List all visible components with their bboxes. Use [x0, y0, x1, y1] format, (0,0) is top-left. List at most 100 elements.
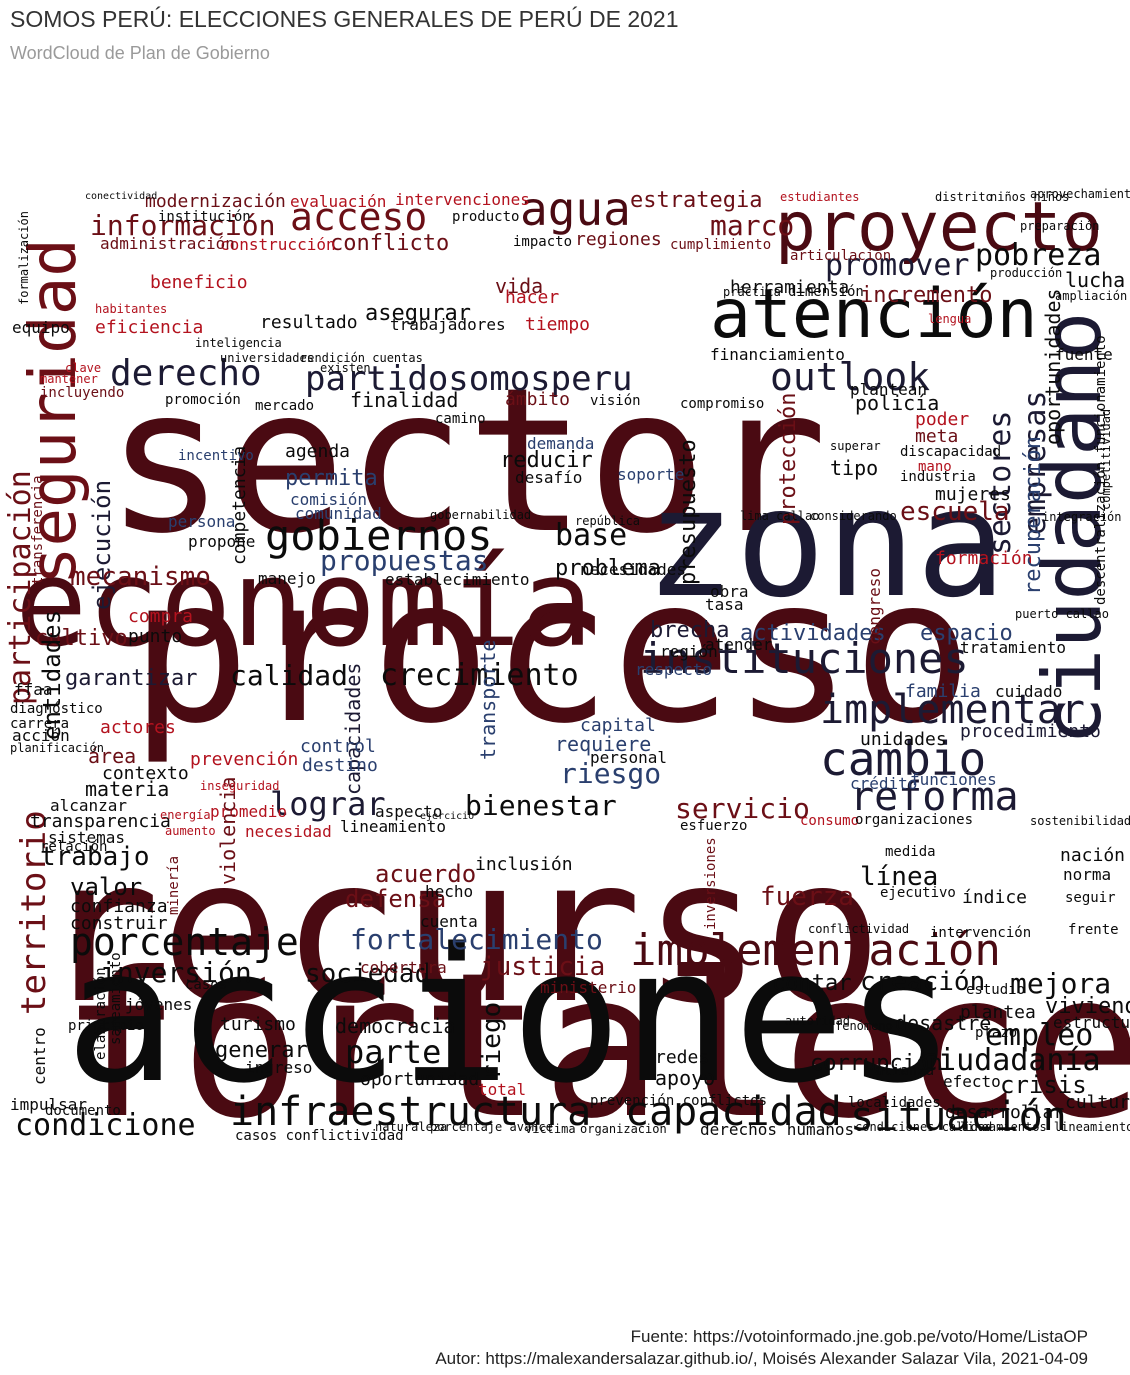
cloud-word-saneamiento: saneamiento: [108, 952, 124, 1045]
cloud-word-intervención: intervención: [930, 925, 1031, 941]
cloud-word-instituciones: instituciones: [640, 634, 969, 683]
cloud-word-índice: índice: [962, 887, 1027, 908]
cloud-word-calidad: calidad: [230, 659, 348, 692]
cloud-word-establecimiento: establecimiento: [385, 570, 530, 589]
cloud-word-competitividad: competitividad: [1099, 409, 1113, 510]
cloud-word-asegurar: asegurar: [365, 301, 471, 326]
cloud-word-unidades: unidades: [860, 729, 947, 750]
cloud-word-brecha: brecha: [650, 618, 729, 643]
cloud-word-plazo: plazo: [975, 1025, 1017, 1041]
cloud-word-clave: clave: [65, 361, 101, 375]
cloud-word-compromiso: compromiso: [680, 396, 764, 412]
cloud-word-institución: institución: [158, 209, 251, 225]
cloud-word-esfuerzo: esfuerzo: [680, 818, 747, 834]
cloud-word-proceso: proceso: [130, 535, 973, 768]
cloud-word-tratamiento: tratamiento: [960, 638, 1066, 657]
cloud-word-presupuesto: presupuesto: [676, 439, 701, 585]
cloud-word-fenómeno: fenómeno: [835, 1019, 893, 1033]
cloud-word-alcanzar: alcanzar: [50, 796, 127, 815]
cloud-word-trabajo: trabajo: [40, 842, 150, 872]
cloud-word-situación: situación: [850, 1094, 1067, 1140]
cloud-word-regiones: regiones: [575, 229, 662, 250]
cloud-word-permita: permita: [285, 466, 378, 491]
cloud-word-prevención-conflictos: prevención conflictos: [590, 1093, 767, 1109]
cloud-word-porcentaje-avance: porcentaje avance: [430, 1120, 553, 1134]
cloud-word-propuestas: propuestas: [320, 544, 489, 577]
cloud-word-plantean: plantean: [850, 380, 927, 399]
cloud-word-ciudadano: ciudadano: [1026, 312, 1119, 745]
cloud-word-parte: parte: [345, 1033, 441, 1071]
cloud-word-total: total: [478, 1080, 526, 1099]
cloud-word-resultado: resultado: [260, 312, 358, 333]
cloud-word-elaboración: elaboración: [93, 967, 109, 1060]
cloud-word-apoyo: apoyo: [655, 1066, 715, 1090]
cloud-word-sociedad: sociedad: [305, 959, 430, 989]
cloud-word-transparencia: transparencia: [30, 811, 171, 832]
cloud-word-impacto: impacto: [513, 234, 572, 250]
page-title: SOMOS PERÚ: ELECCIONES GENERALES DE PERÚ…: [10, 6, 679, 32]
cloud-word-administración: administración: [100, 234, 235, 253]
cloud-word-incentivo: incentivo: [178, 448, 254, 464]
cloud-word-promoción: promoción: [165, 392, 241, 408]
cloud-word-capacidad: capacidad: [625, 1089, 842, 1135]
cloud-word-problema: problema: [555, 556, 661, 581]
cloud-word-nación: nación: [1060, 845, 1125, 866]
cloud-word-propone: propone: [188, 532, 255, 551]
cloud-word-alianza: alianza: [875, 1063, 934, 1079]
cloud-word-empleo: empleo: [985, 1018, 1093, 1053]
cloud-word-información: información: [90, 209, 275, 242]
cloud-word-minería: minería: [166, 856, 182, 915]
cloud-word-carrera: carrera: [10, 716, 69, 732]
cloud-word-territorio: territorio: [14, 810, 54, 1015]
cloud-word-acción: acción: [12, 726, 70, 745]
cloud-word-ámbito: ámbito: [505, 389, 570, 410]
cloud-word-impulsar: impulsar: [10, 1095, 87, 1114]
cloud-word-desarrollar: desarrollar: [945, 1102, 1064, 1123]
cloud-word-relación: relación: [40, 839, 107, 855]
cloud-word-intervenciones: intervenciones: [395, 190, 530, 209]
cloud-word-fortalecer: fortalecer: [60, 930, 1130, 1145]
cloud-word-lograr: lograr: [270, 785, 386, 823]
cloud-word-generar: generar: [215, 1038, 308, 1063]
cloud-word-atención: atención: [710, 275, 1038, 354]
cloud-word-atender: atender: [705, 635, 773, 654]
cloud-word-cambio: cambio: [820, 732, 986, 786]
cloud-word-desastre: desastre: [895, 1011, 991, 1035]
cloud-word-incluyendo: incluyendo: [40, 385, 124, 401]
cloud-word-zona: zona: [645, 457, 1006, 631]
author-caption: Autor: https://malexandersalazar.github.…: [435, 1349, 1088, 1368]
cloud-word-capital: capital: [580, 715, 656, 736]
cloud-word-violencia: violencia: [216, 777, 240, 885]
cloud-word-oportunidades: oportunidades: [1041, 288, 1065, 445]
cloud-word-porcentaje: porcentaje: [70, 920, 299, 964]
cloud-word-habitantes: habitantes: [95, 302, 167, 316]
cloud-word-ministerio: ministerio: [540, 978, 636, 997]
cloud-word-superar: superar: [830, 439, 881, 453]
cloud-word-línea: línea: [860, 862, 938, 892]
cloud-word-inversión: inversión: [100, 956, 252, 989]
cloud-word-cuenta: cuenta: [420, 912, 478, 931]
cloud-word-ingreso: ingreso: [245, 1058, 312, 1077]
cloud-word-persona: persona: [168, 512, 235, 531]
cloud-word-reforma: reforma: [850, 774, 1019, 820]
cloud-word-lucha: lucha: [1065, 268, 1125, 292]
cloud-word-actividades: actividades: [740, 621, 886, 646]
cloud-word-materia: materia: [85, 777, 169, 801]
cloud-word-poder: poder: [915, 409, 969, 430]
cloud-word-conflictividad: conflictividad: [808, 922, 909, 936]
cloud-word-inteligencia: inteligencia: [195, 336, 282, 350]
cloud-word-necesidades: necesidades: [580, 560, 686, 579]
cloud-word-espacio: espacio: [920, 621, 1013, 646]
cloud-word-aumento: aumento: [165, 824, 216, 838]
cloud-word-discapacidad: discapacidad: [900, 444, 1001, 460]
cloud-word-tiempo: tiempo: [525, 314, 590, 335]
cloud-word-servicio: servicio: [675, 792, 810, 825]
cloud-word-preparación: preparación: [1020, 219, 1099, 233]
cloud-word-control: control: [300, 736, 376, 757]
cloud-word-fuerza: fuerza: [760, 882, 854, 912]
cloud-word-efecto: efecto: [943, 1072, 1001, 1091]
cloud-word-hacer: hacer: [505, 287, 559, 308]
cloud-word-financiamiento: financiamiento: [710, 345, 845, 364]
cloud-word-acciones: acciones: [65, 908, 956, 1124]
